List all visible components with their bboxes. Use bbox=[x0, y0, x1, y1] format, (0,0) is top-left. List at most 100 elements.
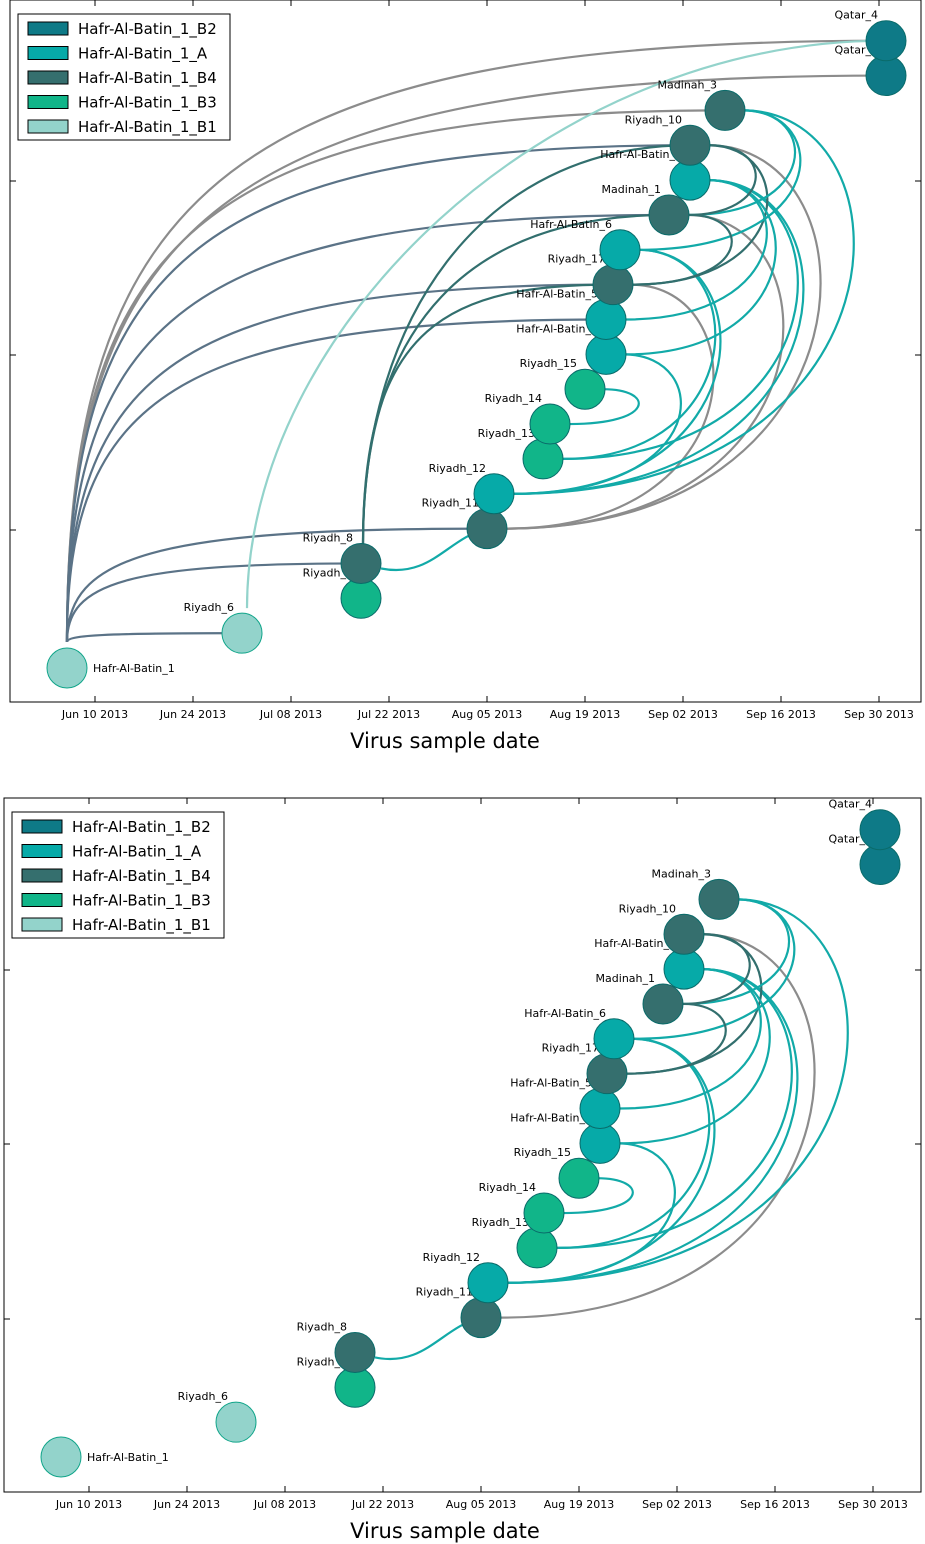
node-label-riyadh-6: Riyadh_6 bbox=[178, 1390, 228, 1403]
transmission-edge bbox=[65, 144, 691, 643]
node-hafr-al-batin-4 bbox=[585, 333, 627, 375]
transmission-edge bbox=[507, 1142, 676, 1284]
node-label-hafr-al-batin-2: Hafr-Al-Batin_2 bbox=[600, 148, 682, 161]
node-label-hafr-al-batin-6: Hafr-Al-Batin_6 bbox=[530, 218, 612, 231]
x-tick-label: Jun 10 2013 bbox=[55, 1498, 122, 1511]
node-label-riyadh-11: Riyadh_11 bbox=[422, 497, 479, 510]
transmission-edge bbox=[507, 898, 849, 1284]
transmission-edge bbox=[680, 933, 751, 1006]
transmission-edge bbox=[556, 1037, 711, 1249]
legend-label-hafr-al-batin-1-b3: Hafr-Al-Batin_1_B3 bbox=[72, 892, 211, 911]
legend-label-hafr-al-batin-1-b2: Hafr-Al-Batin_1_B2 bbox=[78, 20, 217, 39]
legend-label-hafr-al-batin-1-b2: Hafr-Al-Batin_1_B2 bbox=[72, 818, 211, 837]
node-label-riyadh-17: Riyadh_17 bbox=[548, 253, 605, 266]
legend-swatch-hafr-al-batin-1-b1 bbox=[27, 119, 69, 134]
transmission-edge bbox=[688, 109, 797, 217]
x-tick-label: Jul 08 2013 bbox=[253, 1498, 316, 1511]
node-riyadh-15 bbox=[558, 1157, 600, 1199]
transmission-edge bbox=[65, 632, 243, 643]
node-hafr-al-batin-6 bbox=[599, 229, 641, 271]
x-axis-label: Virus sample date bbox=[350, 729, 540, 753]
node-label-riyadh-14: Riyadh_14 bbox=[485, 392, 542, 405]
node-label-riyadh-17: Riyadh_17 bbox=[542, 1042, 599, 1055]
node-hafr-al-batin-6 bbox=[593, 1018, 635, 1060]
node-riyadh-13 bbox=[522, 438, 564, 480]
legend-swatch-hafr-al-batin-1-a bbox=[21, 844, 63, 858]
node-madinah-3 bbox=[704, 89, 746, 131]
node-hafr-al-batin-1 bbox=[46, 647, 88, 689]
legend-swatch-hafr-al-batin-1-a bbox=[27, 46, 69, 60]
node-riyadh-6 bbox=[221, 612, 263, 654]
x-tick-label: Aug 05 2013 bbox=[446, 1498, 516, 1511]
node-riyadh-12 bbox=[473, 473, 515, 515]
chart-panel-bottom: Jun 10 2013 Jun 24 2013 Jul 08 2013 Jul 22 … bbox=[3, 797, 922, 1543]
node-label-qatar-4: Qatar_4 bbox=[829, 798, 872, 811]
transmission-edge bbox=[245, 39, 887, 609]
legend-label-hafr-al-batin-1-a: Hafr-Al-Batin_1_A bbox=[78, 45, 208, 64]
legend-swatch-hafr-al-batin-1-b4 bbox=[27, 70, 69, 85]
node-riyadh-13 bbox=[516, 1227, 558, 1269]
transmission-edge bbox=[65, 283, 614, 643]
node-label-hafr-al-batin-5: Hafr-Al-Batin_5 bbox=[516, 288, 598, 301]
node-label-madinah-1: Madinah_1 bbox=[596, 972, 655, 985]
node-label-hafr-al-batin-2: Hafr-Al-Batin_2 bbox=[594, 937, 676, 950]
transmission-edge bbox=[562, 248, 717, 460]
transmission-edge bbox=[65, 318, 607, 643]
x-tick-label: Sep 16 2013 bbox=[740, 1498, 810, 1511]
legend-label-hafr-al-batin-1-b4: Hafr-Al-Batin_1_B4 bbox=[78, 69, 217, 88]
node-label-hafr-al-batin-4: Hafr-Al-Batin_4 bbox=[516, 322, 598, 335]
transmission-edge bbox=[630, 213, 733, 286]
node-label-riyadh-15: Riyadh_15 bbox=[514, 1146, 571, 1159]
node-hafr-al-batin-2 bbox=[663, 948, 705, 990]
node-label-riyadh-6: Riyadh_6 bbox=[184, 601, 234, 614]
legend-label-hafr-al-batin-1-b1: Hafr-Al-Batin_1_B1 bbox=[78, 118, 217, 137]
legend-swatch-hafr-al-batin-1-b3 bbox=[27, 95, 69, 109]
node-label-hafr-al-batin-1: Hafr-Al-Batin_1 bbox=[87, 1451, 169, 1464]
node-label-madinah-3: Madinah_3 bbox=[652, 867, 711, 880]
node-qatar-3 bbox=[865, 55, 907, 97]
legend-label-hafr-al-batin-1-b1: Hafr-Al-Batin_1_B1 bbox=[72, 916, 211, 935]
node-label-riyadh-11: Riyadh_11 bbox=[416, 1286, 473, 1299]
transmission-edge bbox=[563, 1177, 634, 1215]
node-label-hafr-al-batin-1: Hafr-Al-Batin_1 bbox=[93, 662, 175, 675]
node-label-riyadh-13: Riyadh_13 bbox=[478, 427, 535, 440]
transmission-edge bbox=[619, 968, 771, 1145]
node-label-riyadh-12: Riyadh_12 bbox=[423, 1251, 480, 1264]
node-label-madinah-1: Madinah_1 bbox=[602, 183, 661, 196]
node-riyadh-10 bbox=[669, 124, 711, 166]
node-label-riyadh-10: Riyadh_10 bbox=[625, 113, 682, 126]
node-label-riyadh-7: Riyadh_7 bbox=[297, 1355, 347, 1368]
transmission-edge bbox=[65, 109, 726, 643]
plot-frame bbox=[3, 797, 922, 1493]
x-tick-label: Jul 08 2013 bbox=[259, 708, 322, 721]
legend-swatch-hafr-al-batin-1-b4 bbox=[21, 868, 63, 883]
transmission-edge bbox=[624, 1002, 727, 1075]
node-label-riyadh-7: Riyadh_7 bbox=[303, 566, 353, 579]
transmission-edge bbox=[625, 179, 777, 356]
node-riyadh-14 bbox=[523, 1192, 565, 1234]
node-hafr-al-batin-5 bbox=[579, 1088, 621, 1129]
legend-swatch-hafr-al-batin-1-b1 bbox=[21, 917, 63, 932]
transmission-edge bbox=[569, 388, 640, 426]
node-riyadh-17 bbox=[586, 1053, 628, 1095]
node-label-riyadh-8: Riyadh_8 bbox=[297, 1320, 347, 1333]
node-hafr-al-batin-1 bbox=[40, 1436, 82, 1478]
node-label-riyadh-13: Riyadh_13 bbox=[472, 1216, 529, 1229]
plot-frame bbox=[9, 0, 922, 703]
x-tick-label: Sep 02 2013 bbox=[648, 708, 718, 721]
transmission-edge bbox=[65, 527, 488, 643]
node-label-riyadh-8: Riyadh_8 bbox=[303, 531, 353, 544]
transmission-edge bbox=[556, 968, 793, 1249]
node-madinah-3 bbox=[698, 878, 740, 920]
node-label-madinah-3: Madinah_3 bbox=[658, 78, 717, 91]
legend-swatch-hafr-al-batin-1-b3 bbox=[21, 893, 63, 907]
transmission-edge bbox=[513, 109, 855, 495]
transmission-edge bbox=[682, 898, 791, 1006]
node-riyadh-15 bbox=[564, 368, 606, 410]
node-riyadh-12 bbox=[467, 1262, 509, 1304]
node-qatar-4 bbox=[865, 20, 907, 62]
node-riyadh-17 bbox=[592, 264, 634, 306]
transmission-edge bbox=[513, 353, 682, 495]
node-label-riyadh-12: Riyadh_12 bbox=[429, 462, 486, 475]
